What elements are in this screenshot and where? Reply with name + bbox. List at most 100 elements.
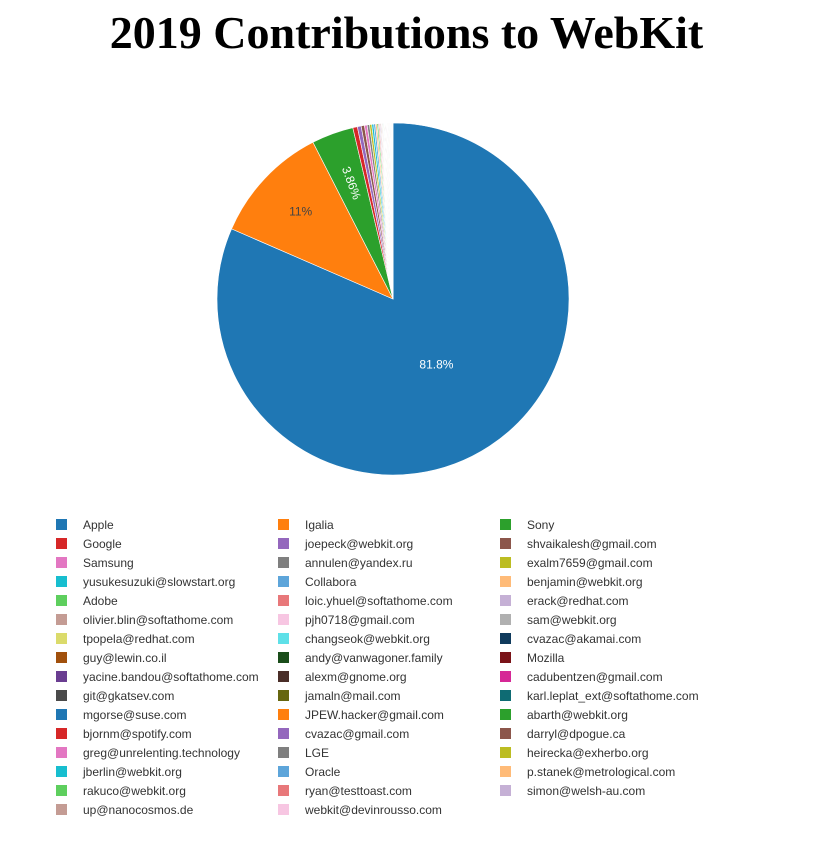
legend-item[interactable]: Collabora (278, 572, 500, 591)
legend-swatch (278, 538, 289, 549)
legend-swatch (500, 671, 511, 682)
legend-item[interactable]: LGE (278, 743, 500, 762)
legend-label: simon@welsh-au.com (527, 783, 646, 798)
legend-item[interactable]: exalm7659@gmail.com (500, 553, 722, 572)
legend-item[interactable]: rakuco@webkit.org (56, 781, 278, 800)
legend-label: pjh0718@gmail.com (305, 612, 415, 627)
legend-item[interactable]: Google (56, 534, 278, 553)
legend-swatch (500, 652, 511, 663)
legend-item[interactable]: cadubentzen@gmail.com (500, 667, 722, 686)
legend-item[interactable]: yusukesuzuki@slowstart.org (56, 572, 278, 591)
legend-label: tpopela@redhat.com (83, 631, 195, 646)
legend-label: Oracle (305, 764, 341, 779)
legend-swatch (500, 747, 511, 758)
legend-item[interactable]: heirecka@exherbo.org (500, 743, 722, 762)
legend-item[interactable]: webkit@devinrousso.com (278, 800, 500, 819)
legend-item[interactable]: Samsung (56, 553, 278, 572)
legend-item[interactable]: greg@unrelenting.technology (56, 743, 278, 762)
legend-item[interactable]: Igalia (278, 515, 500, 534)
legend-item[interactable]: jberlin@webkit.org (56, 762, 278, 781)
legend-item[interactable]: cvazac@gmail.com (278, 724, 500, 743)
legend-item[interactable]: simon@welsh-au.com (500, 781, 722, 800)
legend-swatch (278, 519, 289, 530)
legend-swatch (56, 557, 67, 568)
legend-item[interactable]: benjamin@webkit.org (500, 572, 722, 591)
legend-label: bjornm@spotify.com (83, 726, 192, 741)
legend-swatch (56, 671, 67, 682)
legend-item[interactable]: shvaikalesh@gmail.com (500, 534, 722, 553)
legend-item[interactable]: ryan@testtoast.com (278, 781, 500, 800)
legend-item[interactable]: Mozilla (500, 648, 722, 667)
legend-label: Samsung (83, 555, 134, 570)
legend-swatch (278, 709, 289, 720)
legend-swatch (56, 709, 67, 720)
legend-label: cvazac@gmail.com (305, 726, 410, 741)
legend-label: git@gkatsev.com (83, 688, 175, 703)
legend-swatch (56, 766, 67, 777)
legend-item[interactable]: mgorse@suse.com (56, 705, 278, 724)
legend-label: cvazac@akamai.com (527, 631, 642, 646)
legend-item[interactable]: Apple (56, 515, 278, 534)
legend-item[interactable]: yacine.bandou@softathome.com (56, 667, 278, 686)
legend-label: Collabora (305, 574, 357, 589)
legend-swatch (278, 652, 289, 663)
legend-swatch (500, 690, 511, 701)
legend-item[interactable]: loic.yhuel@softathome.com (278, 591, 500, 610)
legend-label: jamaln@mail.com (305, 688, 401, 703)
legend-item[interactable]: up@nanocosmos.de (56, 800, 278, 819)
legend-swatch (278, 728, 289, 739)
legend-label: LGE (305, 745, 330, 760)
legend-item[interactable]: Adobe (56, 591, 278, 610)
legend-label: rakuco@webkit.org (83, 783, 186, 798)
legend-swatch (500, 709, 511, 720)
legend-item[interactable]: JPEW.hacker@gmail.com (278, 705, 500, 724)
legend-swatch (278, 557, 289, 568)
legend-swatch (278, 671, 289, 682)
legend-label: exalm7659@gmail.com (527, 555, 653, 570)
legend-label: yacine.bandou@softathome.com (83, 669, 259, 684)
legend-swatch (278, 633, 289, 644)
legend-item[interactable]: sam@webkit.org (500, 610, 722, 629)
legend-label: JPEW.hacker@gmail.com (305, 707, 444, 722)
legend-item[interactable]: andy@vanwagoner.family (278, 648, 500, 667)
legend-item[interactable]: tpopela@redhat.com (56, 629, 278, 648)
legend-swatch (278, 785, 289, 796)
legend-item[interactable]: cvazac@akamai.com (500, 629, 722, 648)
legend-item[interactable]: joepeck@webkit.org (278, 534, 500, 553)
legend-label: abarth@webkit.org (527, 707, 628, 722)
legend-item[interactable]: alexm@gnome.org (278, 667, 500, 686)
legend-item[interactable]: Sony (500, 515, 722, 534)
legend-item[interactable]: p.stanek@metrological.com (500, 762, 722, 781)
legend-label: guy@lewin.co.il (83, 650, 167, 665)
legend-item[interactable]: olivier.blin@softathome.com (56, 610, 278, 629)
legend-item[interactable]: annulen@yandex.ru (278, 553, 500, 572)
legend-label: heirecka@exherbo.org (527, 745, 649, 760)
legend-swatch (56, 614, 67, 625)
legend-swatch (56, 804, 67, 815)
legend-swatch (500, 576, 511, 587)
legend-label: changseok@webkit.org (305, 631, 430, 646)
legend-item[interactable]: darryl@dpogue.ca (500, 724, 722, 743)
legend-swatch (278, 595, 289, 606)
legend-item[interactable]: jamaln@mail.com (278, 686, 500, 705)
legend-item[interactable]: erack@redhat.com (500, 591, 722, 610)
legend-item[interactable]: abarth@webkit.org (500, 705, 722, 724)
legend-swatch (56, 595, 67, 606)
legend-label: Sony (527, 517, 555, 532)
legend-item[interactable]: git@gkatsev.com (56, 686, 278, 705)
legend-swatch (500, 538, 511, 549)
legend-swatch (56, 538, 67, 549)
legend-item[interactable]: pjh0718@gmail.com (278, 610, 500, 629)
legend-item[interactable]: karl.leplat_ext@softathome.com (500, 686, 722, 705)
legend-item[interactable]: changseok@webkit.org (278, 629, 500, 648)
pie-slice[interactable] (231, 141, 394, 300)
legend-swatch (278, 576, 289, 587)
legend-item[interactable]: bjornm@spotify.com (56, 724, 278, 743)
legend-label: yusukesuzuki@slowstart.org (83, 574, 236, 589)
legend-label: erack@redhat.com (527, 593, 629, 608)
legend-item[interactable]: Oracle (278, 762, 500, 781)
legend-swatch (56, 576, 67, 587)
legend-label: Mozilla (527, 650, 565, 665)
legend-label: jberlin@webkit.org (83, 764, 182, 779)
legend-item[interactable]: guy@lewin.co.il (56, 648, 278, 667)
